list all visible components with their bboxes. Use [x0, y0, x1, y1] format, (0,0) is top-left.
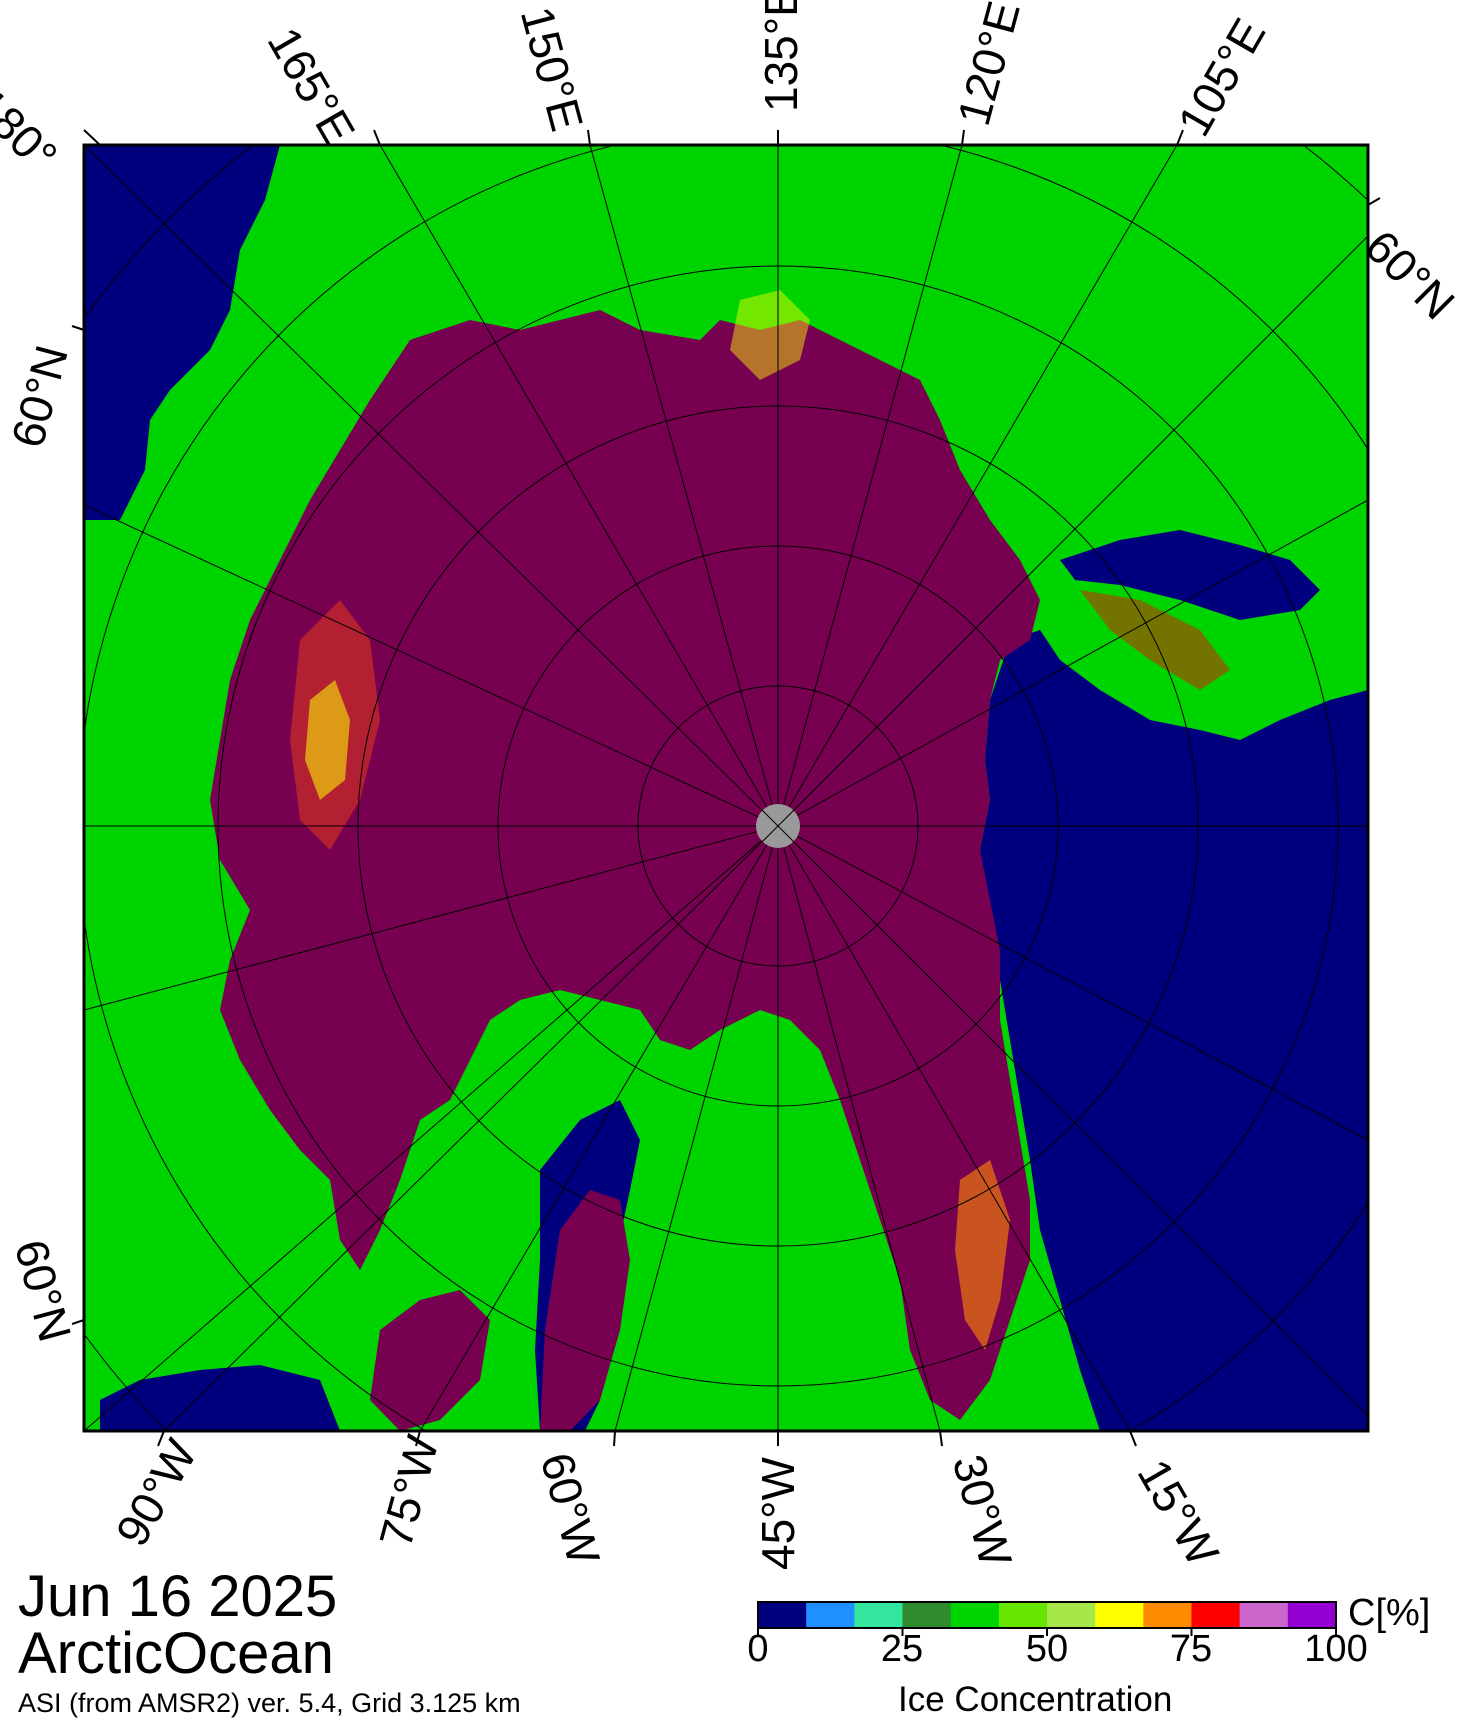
- pole-cross-2: [761, 809, 795, 843]
- map-content: [84, 145, 1368, 1431]
- map-frame: [82, 143, 1370, 1433]
- product-info: ASI (from AMSR2) ver. 5.4, Grid 3.125 km: [18, 1688, 521, 1718]
- map-date: Jun 16 2025: [18, 1564, 338, 1629]
- barents-greenland-sea-water: [980, 630, 1368, 1431]
- frame-ticks: [71, 129, 1381, 1447]
- graticule: [84, 145, 1368, 1431]
- lon-label-45w: 45°W: [752, 1457, 804, 1570]
- map-region: ArcticOcean: [18, 1621, 334, 1686]
- hudson-bay-water: [100, 1365, 340, 1431]
- colorbar-tick-label: 25: [880, 1628, 924, 1670]
- colorbar-tick-label: 100: [1304, 1628, 1368, 1670]
- laptev-margin: [730, 290, 810, 380]
- colorbar-unit: C[%]: [1348, 1592, 1431, 1634]
- baffin-ice: [540, 1190, 630, 1431]
- colorbar-tick-label: 75: [1169, 1628, 1213, 1670]
- lon-label-135e: 135°E: [755, 0, 807, 112]
- colorbar-tick-label: 0: [747, 1628, 769, 1670]
- east-greenland-mid: [955, 1160, 1010, 1350]
- beaufort-yellow-patch: [305, 680, 350, 800]
- arctic-sea-ice: [210, 310, 1040, 1420]
- kara-sea-water: [1060, 530, 1320, 620]
- colorbar-tick-label: 50: [1025, 1628, 1069, 1670]
- colorbar-title: Ice Concentration: [898, 1680, 1173, 1719]
- hudson-ice: [370, 1290, 490, 1431]
- bering-sea-water: [84, 145, 280, 520]
